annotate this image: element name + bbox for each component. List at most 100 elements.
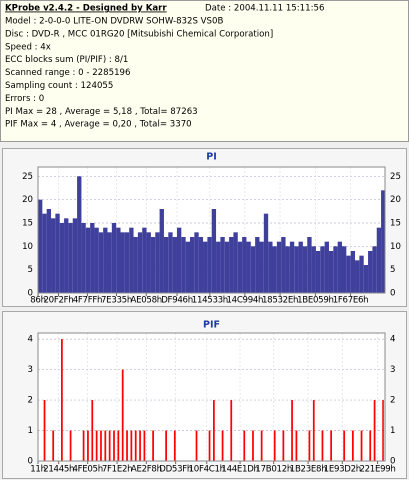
bar [295,430,298,461]
bar [360,430,363,461]
bar [268,241,273,293]
bar [150,237,156,293]
bar [121,369,124,461]
bar [341,246,347,293]
y2-tick-label: 1 [390,426,395,436]
bar [355,260,360,293]
bar [124,232,130,293]
bar [111,223,117,293]
x-tick-label: 14C994h [227,296,264,306]
bar [281,237,286,293]
bar [107,232,112,293]
bar [87,430,89,461]
bar [291,400,293,461]
x-tick-label: 144E1Dh [221,465,258,475]
y-tick-label: 10 [22,242,33,252]
bar [172,237,177,293]
info-line: Speed : 4x [5,42,51,52]
bar [324,241,329,293]
bar [298,241,303,293]
bar [163,237,169,293]
bar [133,237,138,293]
y2-tick-label: 0 [390,457,395,467]
bar [237,241,243,293]
bar [51,218,56,293]
x-tick-label: 1F67E6h [333,296,369,306]
bar [294,246,299,293]
bar [143,430,146,461]
y2-tick-label: 2 [390,396,395,406]
y-tick-label: 15 [22,219,33,229]
bar [350,251,356,293]
info-line: ECC blocks sum (PI/PIF) : 8/1 [5,55,128,65]
bar [120,232,125,293]
bar [273,430,276,461]
info-line: Errors : 0 [5,94,44,104]
bar [198,237,204,293]
bar [315,251,321,293]
bar [104,430,107,461]
info-line: Sampling count : 124055 [5,81,113,91]
bar [77,176,82,293]
bar [176,227,182,293]
bar [351,430,354,461]
bar [320,246,325,293]
x-tick-label: 114533h [192,296,228,306]
bar [55,213,60,293]
bar [61,339,63,461]
x-tick-label: 221E99h [359,465,395,475]
bar [130,430,133,461]
bar [363,265,369,293]
bar [94,227,99,293]
bar [302,246,308,293]
bar [46,209,52,293]
y-tick-label: 1 [28,426,33,436]
bar [38,199,43,293]
bar [246,241,251,293]
bar [173,430,176,461]
bar [229,237,234,293]
bar [159,209,164,293]
y2-tick-label: 20 [390,195,401,205]
info-line: PIF Max = 4 , Average = 0,20 , Total= 33… [5,120,192,130]
x-tick-label: 4F7FFh [73,296,102,306]
plot-frame [37,166,386,294]
bar [373,400,376,461]
info-panel [0,0,409,142]
bar [142,227,147,293]
bar [168,232,173,293]
bar [64,218,69,293]
bar [90,223,95,293]
bar [68,223,73,293]
bar [146,232,151,293]
bar [72,218,78,293]
x-tick-label: 86h [30,296,45,306]
bar [260,430,263,461]
bar [81,223,86,293]
bar [368,251,373,293]
bar [263,213,269,293]
x-tick-label: AE058h [131,296,162,306]
x-tick-label: 10F4C1h [189,465,225,475]
bar [328,251,334,293]
bar [346,255,351,293]
bar [207,237,212,293]
y2-tick-label: 25 [390,172,401,182]
y2-tick-label: 10 [390,242,401,252]
bar [308,430,311,461]
bar [85,227,91,293]
bar [321,430,324,461]
bar [95,430,98,461]
bar [230,400,233,461]
x-tick-label: 1BE059h [297,296,334,306]
x-tick-label: AE2F8h [131,465,162,475]
app-title: KProbe v2.4.2 - Designed by Karr [5,4,167,14]
bar [185,241,190,293]
y2-tick-label: 15 [390,219,401,229]
bar [307,237,312,293]
bar [129,227,134,293]
y2-tick-label: 4 [390,335,395,345]
bar [134,430,137,461]
scan-date: Date : 2004.11.11 15:11:56 [205,4,324,14]
bar [195,430,198,461]
